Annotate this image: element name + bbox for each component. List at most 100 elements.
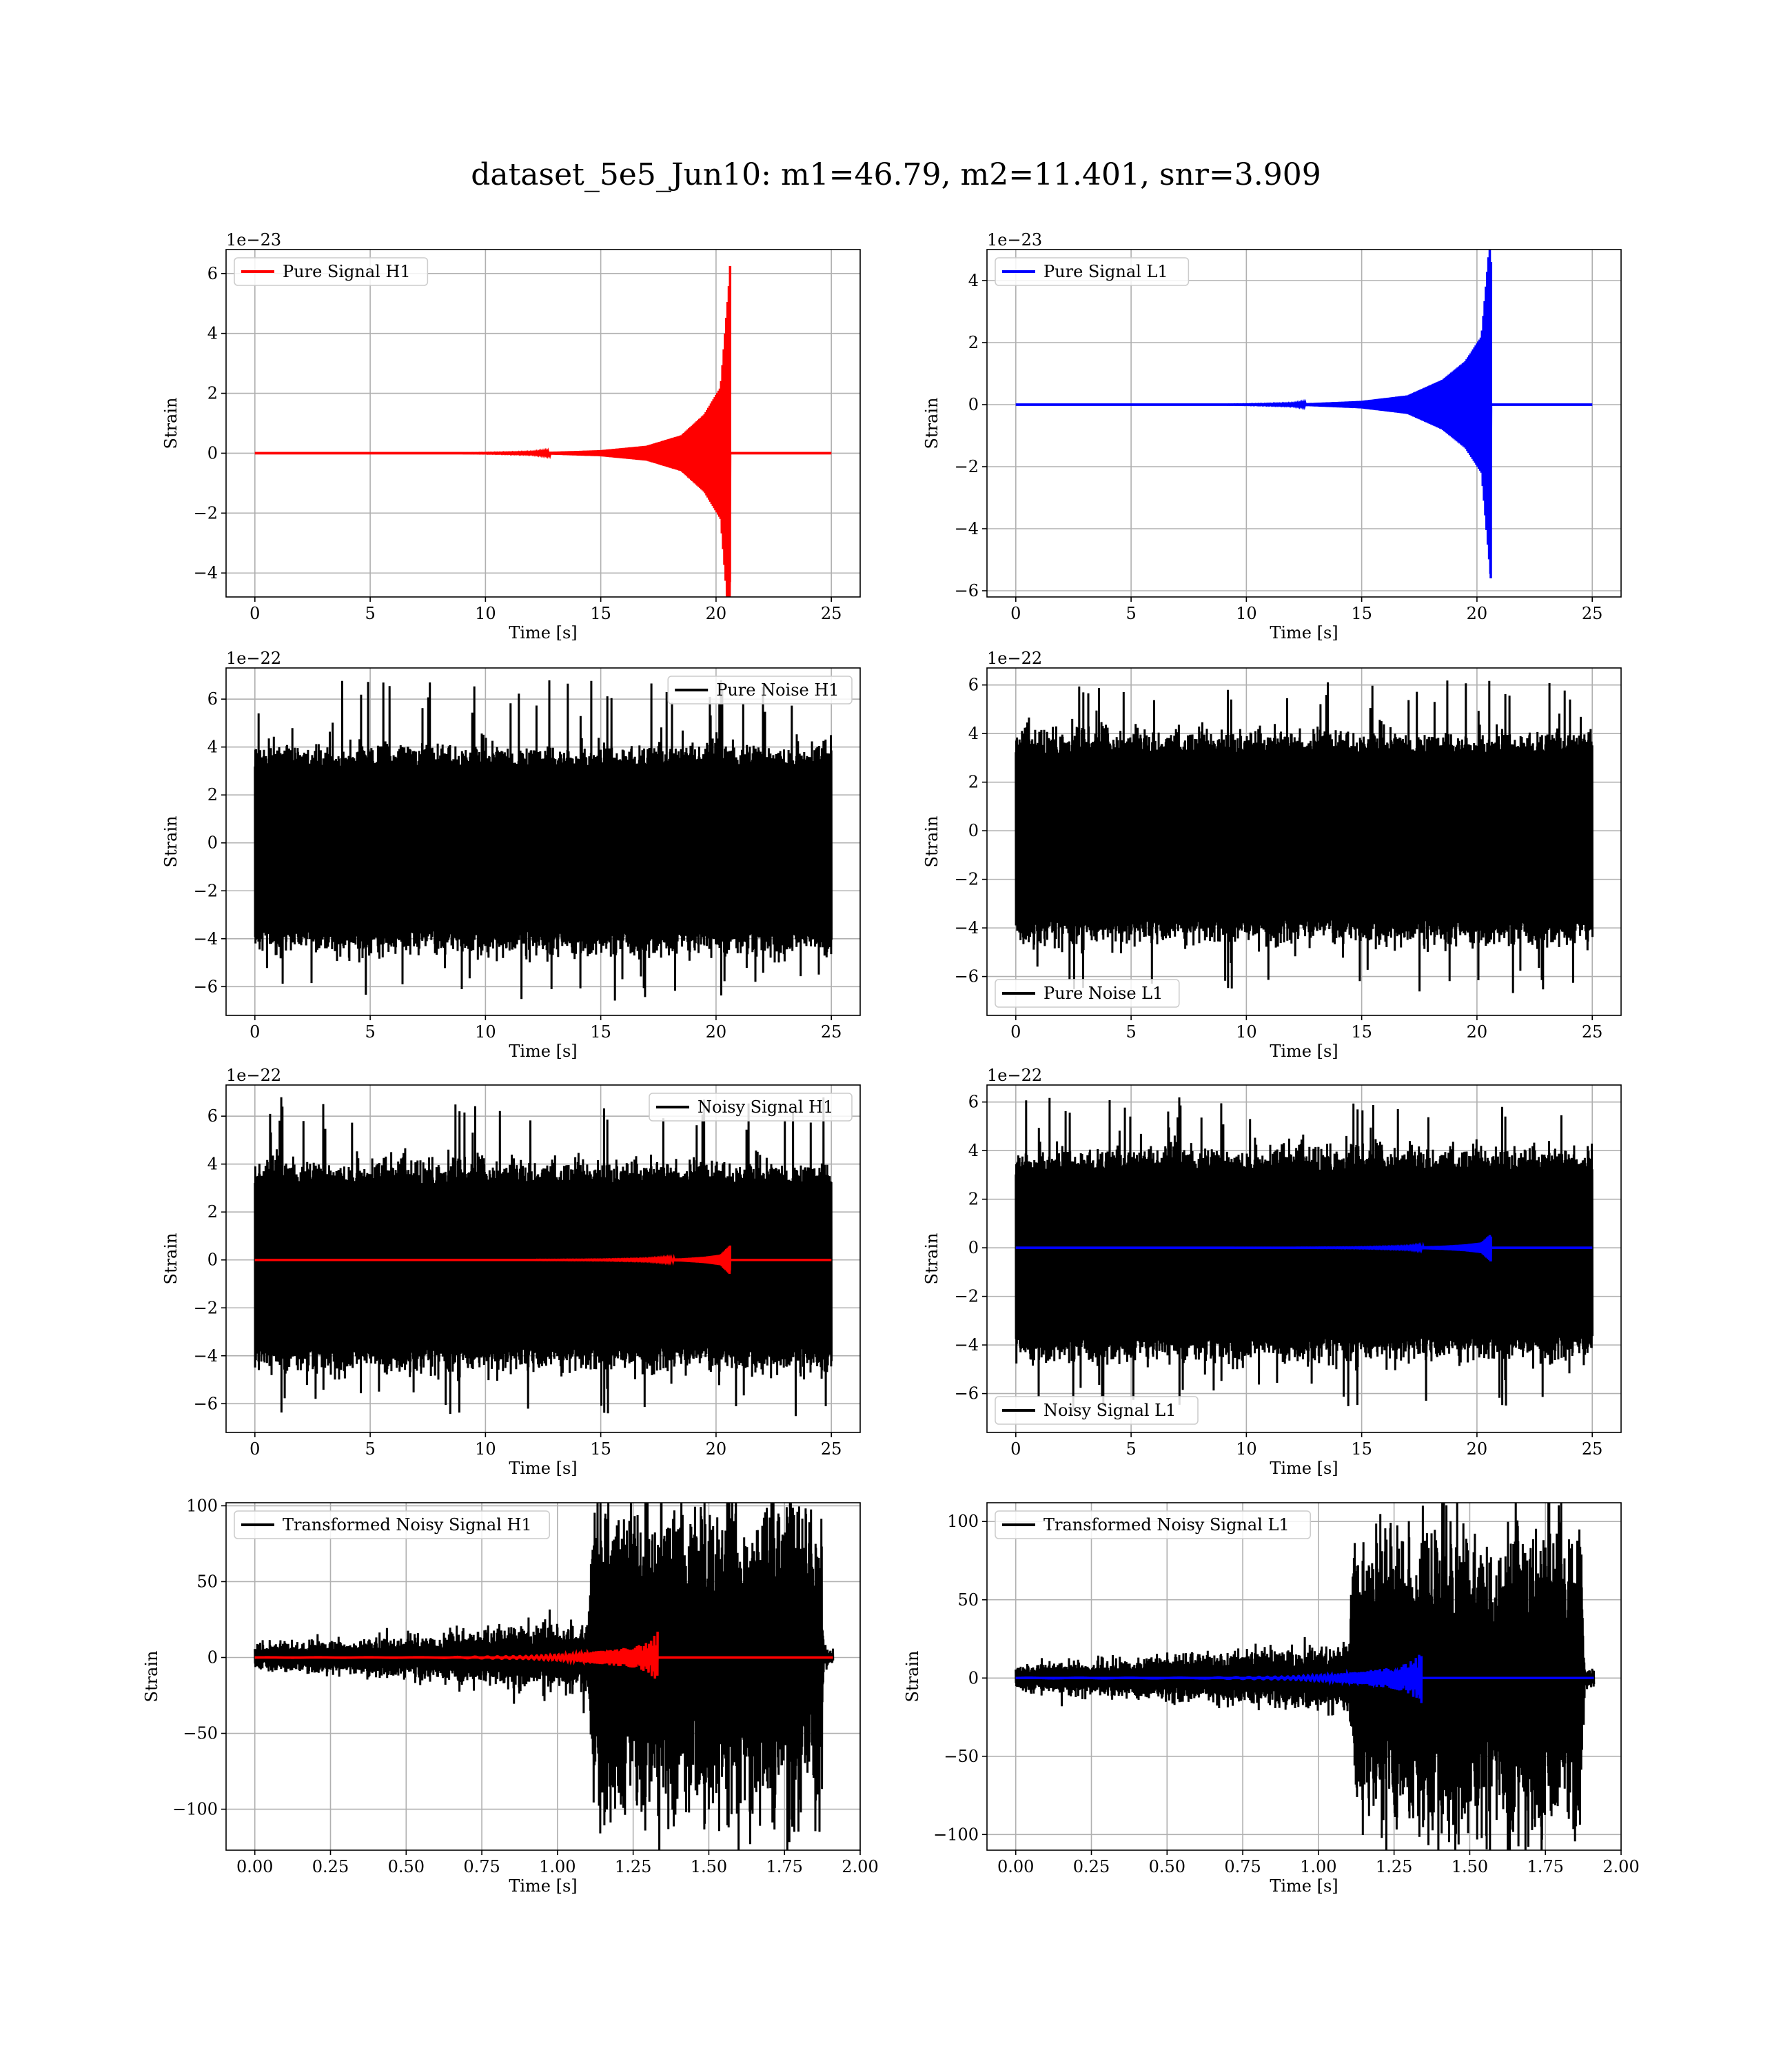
x-tick-label: 5	[365, 1439, 375, 1459]
x-tick-label: 5	[1126, 604, 1136, 623]
y-tick-label: 4	[207, 324, 218, 343]
x-tick-label: 0	[250, 1439, 260, 1459]
x-tick-label: 5	[1126, 1022, 1136, 1042]
legend: Pure Signal L1	[995, 257, 1190, 286]
y-tick-label: 0	[968, 395, 979, 414]
y-axis-label: Strain	[922, 1233, 941, 1285]
axes-frame	[225, 667, 861, 1016]
y-tick-label: 4	[207, 738, 218, 757]
axes-frame	[986, 1502, 1622, 1851]
y-axis-label: Strain	[922, 398, 941, 449]
y-tick-label: 6	[207, 264, 218, 283]
y-tick-label: −2	[955, 870, 979, 889]
y-tick-label: −4	[955, 1335, 979, 1355]
x-tick-label: 0.75	[463, 1857, 500, 1876]
x-tick-label: 2.00	[842, 1857, 878, 1876]
series-line	[1015, 250, 1593, 579]
axes-frame	[986, 249, 1622, 598]
x-tick-label: 1.50	[1452, 1857, 1488, 1876]
x-tick-label: 0.25	[1073, 1857, 1110, 1876]
chart-panel-row2-right: 0 5 10 15 20 25 −6 −4 −2 0 2 4 6 Time [s] Strain 1e−22 P…	[922, 649, 1622, 1061]
y-tick-label: −4	[194, 1346, 218, 1366]
y-tick-label: −4	[194, 929, 218, 949]
x-tick-label: 15	[590, 604, 611, 623]
axes-frame	[225, 1084, 861, 1433]
y-tick-label: 4	[968, 724, 979, 743]
series-line	[254, 1097, 833, 1417]
y-tick-label: 4	[968, 1141, 979, 1160]
y-tick-label: −50	[183, 1724, 218, 1743]
y-tick-label: 0	[968, 821, 979, 840]
y-tick-label: −6	[955, 581, 979, 600]
legend-label: Pure Signal H1	[283, 262, 411, 281]
x-tick-label: 15	[1351, 604, 1372, 623]
y-tick-label: 100	[186, 1496, 218, 1515]
y-tick-label: 0	[207, 443, 218, 463]
x-tick-label: 2.00	[1602, 1857, 1639, 1876]
legend-label: Pure Noise L1	[1043, 984, 1163, 1003]
x-tick-label: 25	[821, 604, 842, 623]
x-tick-label: 0	[1010, 1439, 1021, 1459]
x-tick-label: 0.00	[997, 1857, 1034, 1876]
y-tick-label: −6	[194, 977, 218, 996]
legend: Pure Noise L1	[995, 979, 1180, 1008]
x-tick-label: 20	[1467, 604, 1488, 623]
y-tick-label: 0	[968, 1668, 979, 1687]
x-axis-label: Time [s]	[509, 1459, 577, 1478]
x-tick-label: 0	[250, 1022, 260, 1042]
legend: Noisy Signal L1	[995, 1396, 1199, 1425]
x-tick-label: 5	[365, 1022, 375, 1042]
series-line	[1015, 1503, 1596, 1850]
x-tick-label: 15	[590, 1439, 611, 1459]
y-tick-label: 6	[207, 1106, 218, 1126]
x-tick-label: 10	[1236, 1022, 1257, 1042]
y-tick-label: −100	[933, 1825, 979, 1844]
y-tick-label: 2	[207, 1202, 218, 1221]
y-tick-label: −4	[194, 563, 218, 582]
x-tick-label: 1.50	[691, 1857, 727, 1876]
offset-text: 1e−23	[226, 230, 281, 250]
x-tick-label: 0	[250, 604, 260, 623]
x-tick-label: 15	[590, 1022, 611, 1042]
y-tick-label: 6	[968, 676, 979, 695]
chart-panel-row2-left: 0 5 10 15 20 25 −6 −4 −2 0 2 4 6 Time [s] Strain 1e−22 P…	[161, 649, 861, 1061]
y-tick-label: −2	[955, 457, 979, 476]
y-tick-label: 0	[207, 833, 218, 853]
offset-text: 1e−22	[226, 649, 281, 668]
y-tick-label: −50	[944, 1747, 979, 1766]
x-tick-label: 1.75	[1527, 1857, 1563, 1876]
x-axis-label: Time [s]	[1270, 1042, 1338, 1061]
y-tick-label: 2	[207, 785, 218, 804]
series-line	[254, 1503, 835, 1850]
legend-label: Transformed Noisy Signal L1	[1043, 1515, 1290, 1534]
y-axis-label: Strain	[922, 816, 941, 868]
series-line	[1015, 680, 1594, 993]
x-tick-label: 0.50	[388, 1857, 425, 1876]
legend-label: Pure Noise H1	[716, 680, 839, 700]
x-tick-label: 1.25	[1376, 1857, 1412, 1876]
x-tick-label: 0.50	[1149, 1857, 1185, 1876]
y-tick-label: −6	[955, 1384, 979, 1403]
y-tick-label: −2	[194, 503, 218, 523]
x-tick-label: 15	[1351, 1022, 1372, 1042]
y-axis-label: Strain	[161, 816, 181, 868]
axes-frame	[986, 667, 1622, 1016]
chart-panel-top-left: 0 5 10 15 20 25 −4 −2 0 2 4 6 Time [s] Strain 1e−23Pur…	[161, 230, 861, 642]
y-axis-label: Strain	[161, 1233, 181, 1285]
y-tick-label: 50	[957, 1590, 979, 1610]
x-tick-label: 1.75	[766, 1857, 802, 1876]
axes-frame	[986, 1084, 1622, 1433]
x-axis-label: Time [s]	[1270, 1459, 1338, 1478]
x-tick-label: 20	[1467, 1439, 1488, 1459]
x-tick-label: 0	[1010, 1022, 1021, 1042]
x-axis-label: Time [s]	[509, 623, 577, 642]
x-tick-label: 25	[821, 1022, 842, 1042]
x-axis-label: Time [s]	[1270, 623, 1338, 642]
y-tick-label: −2	[955, 1287, 979, 1306]
axes-frame	[225, 249, 861, 598]
x-tick-label: 1.00	[1300, 1857, 1336, 1876]
chart-panel-row3-right: 0 5 10 15 20 25 −6 −4 −2 0 2 4 6 Time [s] Strain 1e−22 N…	[922, 1066, 1622, 1478]
y-tick-label: −4	[955, 918, 979, 937]
x-tick-label: 25	[1582, 1022, 1603, 1042]
